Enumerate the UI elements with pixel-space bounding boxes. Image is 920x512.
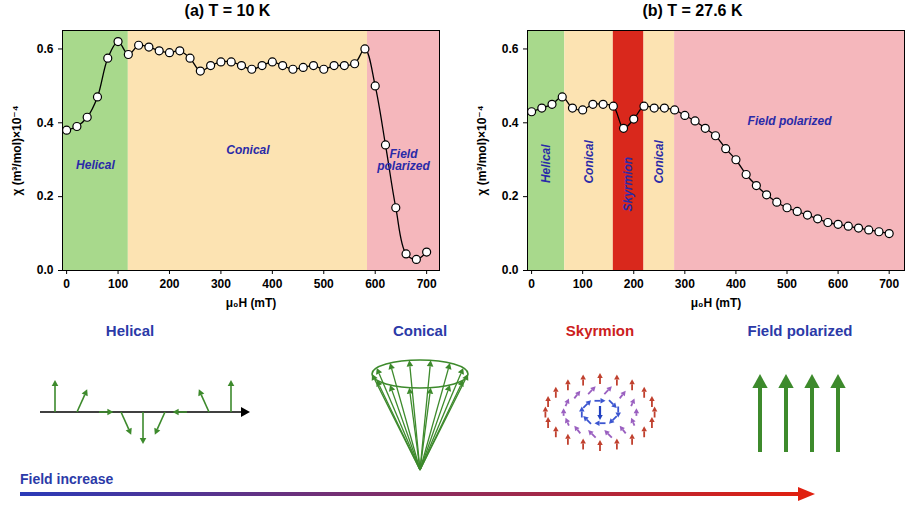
svg-text:100: 100	[108, 277, 128, 291]
svg-text:0.0: 0.0	[502, 263, 519, 277]
svg-text:300: 300	[675, 277, 695, 291]
svg-text:Conical: Conical	[652, 140, 666, 184]
svg-text:400: 400	[262, 277, 282, 291]
svg-text:700: 700	[417, 277, 437, 291]
svg-text:0.2: 0.2	[37, 189, 54, 203]
svg-text:Helical: Helical	[539, 144, 553, 183]
svg-text:0.4: 0.4	[502, 116, 519, 130]
svg-text:400: 400	[726, 277, 746, 291]
svg-text:500: 500	[777, 277, 797, 291]
svg-text:0.0: 0.0	[37, 263, 54, 277]
svg-text:100: 100	[573, 277, 593, 291]
svg-text:Field polarized: Field polarized	[748, 114, 833, 128]
svg-text:0: 0	[63, 277, 70, 291]
svg-text:Helical: Helical	[76, 158, 115, 172]
svg-text:χ (m³/mol)×10⁻⁴: χ (m³/mol)×10⁻⁴	[10, 105, 24, 195]
svg-text:Field polarized: Field polarized	[747, 322, 852, 339]
svg-text:0.6: 0.6	[37, 42, 54, 56]
svg-text:Helical: Helical	[106, 322, 154, 339]
svg-text:0.4: 0.4	[37, 116, 54, 130]
svg-text:200: 200	[624, 277, 644, 291]
svg-text:300: 300	[211, 277, 231, 291]
html-text:(a) T = 10 K: (a) T = 10 K	[184, 2, 271, 19]
svg-text:Skyrmion: Skyrmion	[566, 322, 634, 339]
svg-text:Conical: Conical	[226, 143, 270, 157]
svg-text:0: 0	[528, 277, 535, 291]
svg-text:0.6: 0.6	[502, 42, 519, 56]
svg-text:Conical: Conical	[582, 140, 596, 184]
svg-text:Conical: Conical	[393, 322, 447, 339]
svg-text:700: 700	[879, 277, 899, 291]
svg-text:600: 600	[828, 277, 848, 291]
svg-text:μ₀H (mT): μ₀H (mT)	[226, 296, 277, 310]
svg-text:200: 200	[159, 277, 179, 291]
svg-text:μ₀H (mT): μ₀H (mT)	[691, 296, 742, 310]
svg-text:Field increase: Field increase	[20, 471, 114, 487]
svg-text:600: 600	[365, 277, 385, 291]
svg-text:Fieldpolarized: Fieldpolarized	[376, 147, 430, 173]
svg-text:0.2: 0.2	[502, 189, 519, 203]
svg-text:χ (m³/mol)×10⁻⁴: χ (m³/mol)×10⁻⁴	[475, 105, 489, 195]
svg-text:500: 500	[314, 277, 334, 291]
svg-text:Skyrmion: Skyrmion	[621, 157, 635, 212]
html-text:(b) T = 27.6 K: (b) T = 27.6 K	[642, 2, 743, 19]
